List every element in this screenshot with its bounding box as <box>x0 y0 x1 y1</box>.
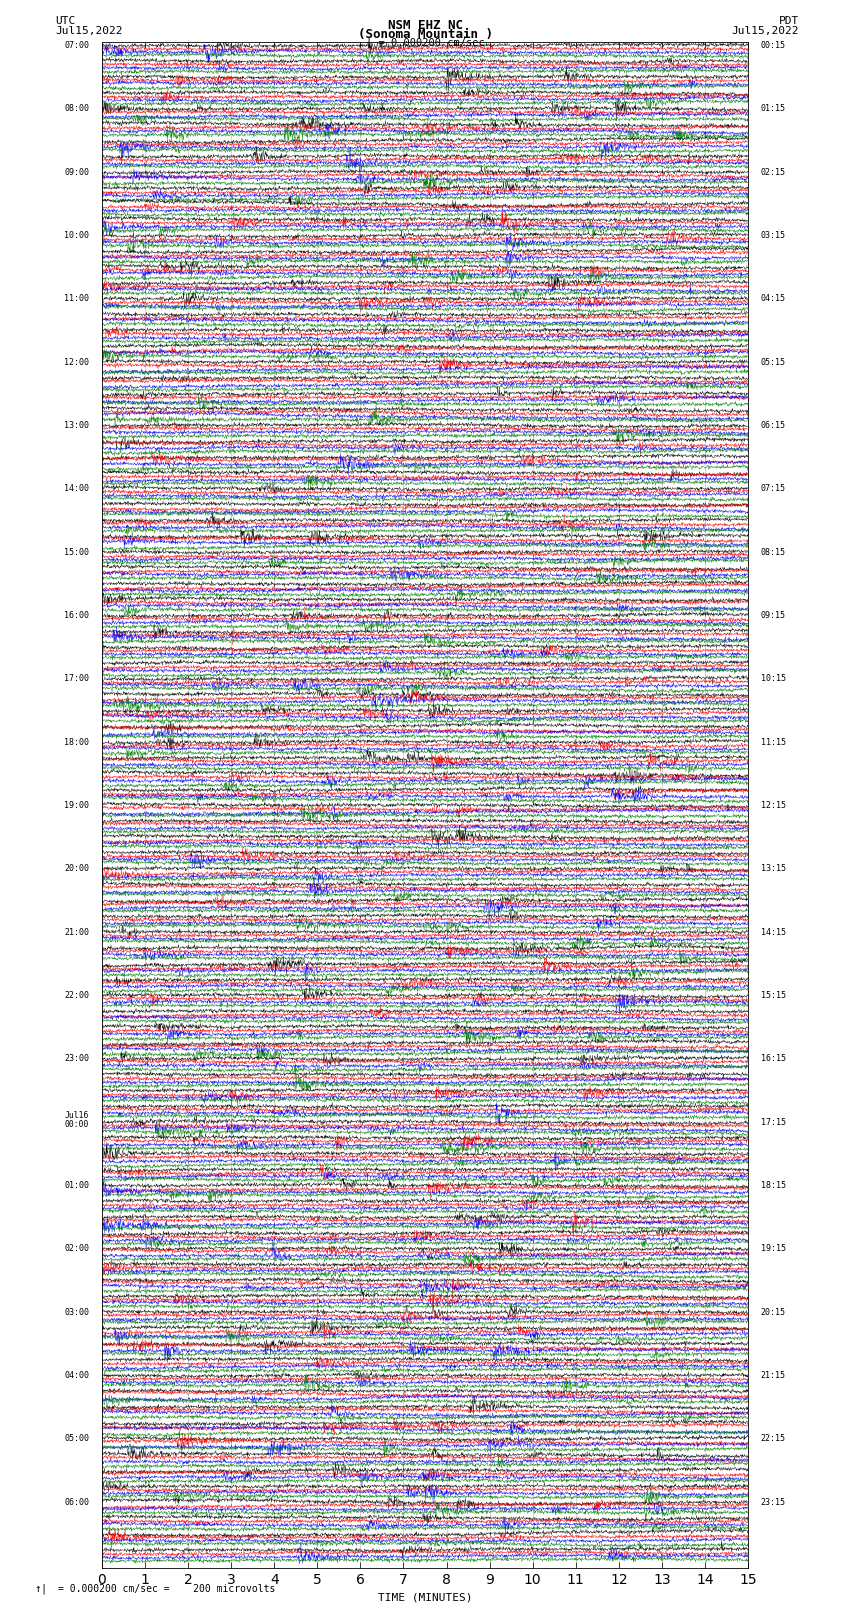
Text: 19:15: 19:15 <box>761 1244 786 1253</box>
Text: | = 0.000200 cm/sec: | = 0.000200 cm/sec <box>366 37 484 48</box>
Text: 04:00: 04:00 <box>64 1371 89 1379</box>
Text: 14:00: 14:00 <box>64 484 89 494</box>
Text: 08:15: 08:15 <box>761 547 786 556</box>
Text: Jul15,2022: Jul15,2022 <box>732 26 799 35</box>
Text: NSM EHZ NC: NSM EHZ NC <box>388 18 462 32</box>
Text: 11:00: 11:00 <box>64 294 89 303</box>
Text: 12:15: 12:15 <box>761 802 786 810</box>
Text: 06:00: 06:00 <box>64 1497 89 1507</box>
Text: 15:15: 15:15 <box>761 990 786 1000</box>
Text: 22:15: 22:15 <box>761 1434 786 1444</box>
Text: (Sonoma Mountain ): (Sonoma Mountain ) <box>358 29 492 42</box>
Text: 17:00: 17:00 <box>64 674 89 684</box>
Text: 21:15: 21:15 <box>761 1371 786 1379</box>
Text: 14:15: 14:15 <box>761 927 786 937</box>
Text: 17:15: 17:15 <box>761 1118 786 1126</box>
Text: Jul16: Jul16 <box>65 1111 89 1121</box>
Text: 10:15: 10:15 <box>761 674 786 684</box>
Text: 15:00: 15:00 <box>64 547 89 556</box>
Text: 18:15: 18:15 <box>761 1181 786 1190</box>
Text: 01:15: 01:15 <box>761 105 786 113</box>
Text: 08:00: 08:00 <box>64 105 89 113</box>
X-axis label: TIME (MINUTES): TIME (MINUTES) <box>377 1592 473 1602</box>
Text: 02:00: 02:00 <box>64 1244 89 1253</box>
Text: 01:00: 01:00 <box>64 1181 89 1190</box>
Text: 23:00: 23:00 <box>64 1055 89 1063</box>
Text: UTC: UTC <box>55 16 76 26</box>
Text: 09:00: 09:00 <box>64 168 89 176</box>
Text: 07:00: 07:00 <box>64 40 89 50</box>
Text: 20:00: 20:00 <box>64 865 89 873</box>
Text: 16:00: 16:00 <box>64 611 89 619</box>
Text: Jul15,2022: Jul15,2022 <box>55 26 122 35</box>
Text: 16:15: 16:15 <box>761 1055 786 1063</box>
Text: 07:15: 07:15 <box>761 484 786 494</box>
Text: 11:15: 11:15 <box>761 737 786 747</box>
Text: 06:15: 06:15 <box>761 421 786 429</box>
Text: 05:00: 05:00 <box>64 1434 89 1444</box>
Text: 03:15: 03:15 <box>761 231 786 240</box>
Text: 00:15: 00:15 <box>761 40 786 50</box>
Text: ↑|: ↑| <box>34 1582 48 1594</box>
Text: 21:00: 21:00 <box>64 927 89 937</box>
Text: 13:00: 13:00 <box>64 421 89 429</box>
Text: 22:00: 22:00 <box>64 990 89 1000</box>
Text: 09:15: 09:15 <box>761 611 786 619</box>
Text: 12:00: 12:00 <box>64 358 89 366</box>
Text: 05:15: 05:15 <box>761 358 786 366</box>
Text: 20:15: 20:15 <box>761 1308 786 1316</box>
Text: 18:00: 18:00 <box>64 737 89 747</box>
Text: 10:00: 10:00 <box>64 231 89 240</box>
Text: 02:15: 02:15 <box>761 168 786 176</box>
Text: 04:15: 04:15 <box>761 294 786 303</box>
Text: 00:00: 00:00 <box>65 1121 89 1129</box>
Text: 19:00: 19:00 <box>64 802 89 810</box>
Text: 13:15: 13:15 <box>761 865 786 873</box>
Text: 03:00: 03:00 <box>64 1308 89 1316</box>
Text: PDT: PDT <box>779 16 799 26</box>
Text: = 0.000200 cm/sec =    200 microvolts: = 0.000200 cm/sec = 200 microvolts <box>58 1584 275 1594</box>
Text: 23:15: 23:15 <box>761 1497 786 1507</box>
